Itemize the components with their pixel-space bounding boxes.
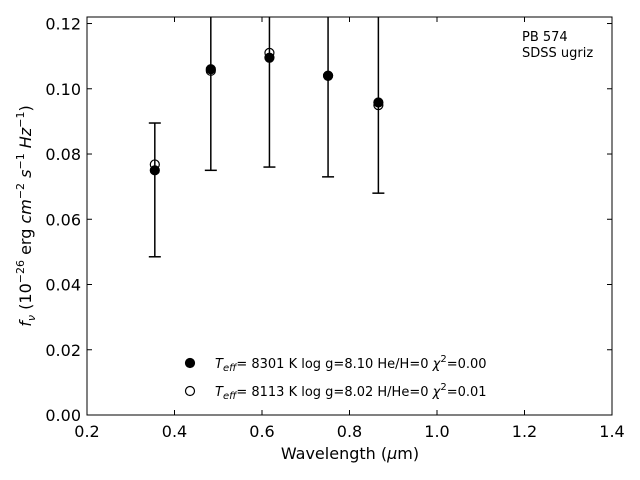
data-points bbox=[149, 47, 384, 176]
survey-label: SDSS ugriz bbox=[522, 46, 593, 61]
x-axis-title: Wavelength (μm) bbox=[281, 444, 419, 463]
legend-entry-2: Teff= 8113 K log g=8.02 H/He=0 χ2=0.01 bbox=[215, 382, 487, 402]
y-tick-label: 0.02 bbox=[45, 341, 81, 360]
legend-marker-filled bbox=[184, 357, 196, 369]
error-bars bbox=[148, 17, 385, 258]
y-axis-ticks: 0.00 0.02 0.04 0.06 0.08 0.10 0.12 bbox=[45, 15, 612, 425]
model-point-open bbox=[205, 65, 216, 76]
x-tick-label: 0.2 bbox=[74, 422, 99, 441]
y-axis-title: fν (10−26 erg cm−2 s−1 Hz−1) bbox=[14, 105, 38, 326]
plot-frame bbox=[86, 16, 613, 416]
object-name-label: PB 574 bbox=[522, 30, 568, 45]
x-tick-label: 0.4 bbox=[162, 422, 187, 441]
model-point-open bbox=[149, 159, 160, 170]
x-axis-ticks: 0.2 0.4 0.6 0.8 1.0 1.2 1.4 bbox=[74, 17, 625, 441]
model-point-open bbox=[373, 99, 384, 111]
y-tick-label: 0.08 bbox=[45, 145, 81, 164]
x-tick-label: 1.4 bbox=[599, 422, 624, 441]
legend-marker-open bbox=[184, 385, 196, 397]
y-tick-label: 0.10 bbox=[45, 80, 81, 99]
y-tick-label: 0.00 bbox=[45, 406, 81, 425]
x-tick-label: 0.8 bbox=[337, 422, 362, 441]
model-point-open bbox=[264, 47, 275, 58]
legend: Teff= 8301 K log g=8.10 He/H=0 χ2=0.00 T… bbox=[184, 354, 487, 402]
model-point-filled bbox=[373, 97, 384, 108]
y-tick-label: 0.12 bbox=[45, 15, 81, 34]
y-tick-label: 0.04 bbox=[45, 276, 81, 295]
x-tick-label: 1.0 bbox=[424, 422, 449, 441]
x-tick-label: 1.2 bbox=[512, 422, 537, 441]
model-point-open bbox=[322, 70, 334, 81]
x-tick-label: 0.6 bbox=[249, 422, 274, 441]
y-tick-label: 0.06 bbox=[45, 210, 81, 229]
legend-entry-1: Teff= 8301 K log g=8.10 He/H=0 χ2=0.00 bbox=[215, 354, 487, 374]
